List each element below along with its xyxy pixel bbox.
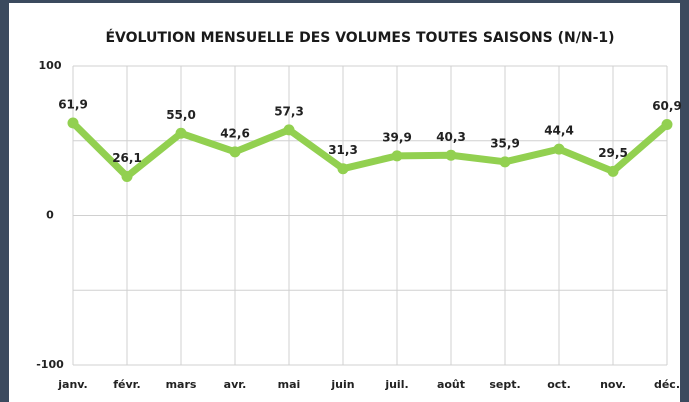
x-tick-label: oct. [547, 378, 571, 391]
marker [337, 163, 349, 175]
x-tick-label: mai [278, 378, 301, 391]
marker [607, 165, 619, 177]
data-label: 60,9 [652, 99, 682, 113]
data-label: 31,3 [328, 143, 358, 157]
data-label: 57,3 [274, 104, 304, 118]
marker [553, 143, 565, 155]
data-label: 29,5 [598, 146, 628, 160]
x-tick-label: janv. [57, 378, 87, 391]
x-tick-label: déc. [654, 378, 680, 391]
data-label: 40,3 [436, 130, 466, 144]
marker [283, 124, 295, 136]
marker [499, 156, 511, 168]
x-tick-label: juin [330, 378, 354, 391]
data-label: 35,9 [490, 136, 520, 150]
chart-title: ÉVOLUTION MENSUELLE DES VOLUMES TOUTES S… [105, 29, 614, 46]
data-label: 61,9 [58, 97, 88, 111]
x-tick-label: juil. [384, 378, 408, 391]
x-tick-label: mars [166, 378, 197, 391]
data-label: 26,1 [112, 151, 142, 165]
x-tick-label: nov. [600, 378, 626, 391]
x-tick-label: sept. [489, 378, 520, 391]
data-label: 39,9 [382, 130, 412, 144]
y-tick-label: -100 [36, 358, 64, 371]
x-tick-label: avr. [224, 378, 247, 391]
x-tick-label: févr. [113, 378, 140, 391]
data-label: 42,6 [220, 126, 250, 140]
line [70, 120, 670, 180]
marker [445, 149, 457, 161]
y-tick-label: 100 [39, 59, 62, 72]
data-label: 44,4 [544, 124, 574, 138]
x-tick-label: août [437, 378, 465, 391]
marker [67, 117, 79, 129]
marker [121, 170, 133, 182]
marker [391, 150, 403, 162]
marker [229, 146, 241, 158]
marker [661, 118, 673, 130]
marker [175, 127, 187, 139]
y-tick-label: 0 [46, 209, 54, 222]
data-label: 55,0 [166, 108, 196, 122]
